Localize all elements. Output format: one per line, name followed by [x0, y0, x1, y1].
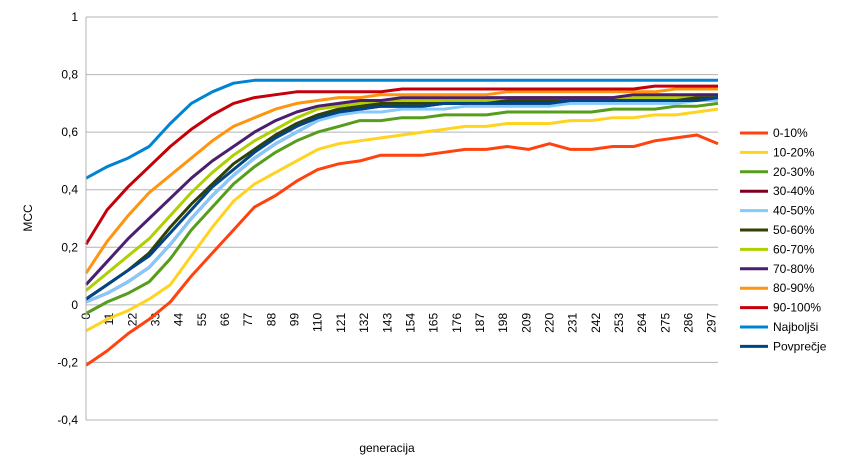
y-tick-label: -0,4 [57, 413, 78, 427]
x-tick-label: 209 [519, 313, 533, 333]
x-tick-label: 44 [172, 313, 186, 327]
y-tick-label: 0,4 [61, 183, 78, 197]
legend-label: Povprečje [773, 339, 827, 353]
x-tick-label: 55 [195, 313, 209, 327]
legend-label: Najboljši [773, 320, 818, 334]
plot-area [86, 17, 718, 420]
legend-label: 30-40% [773, 184, 815, 198]
series-line [85, 96, 719, 301]
x-tick-label: 99 [288, 313, 302, 327]
x-tick-label: 231 [566, 313, 580, 333]
x-tick-label: 198 [496, 313, 510, 333]
y-tick-label: 1 [71, 10, 78, 24]
x-tick-label: 143 [380, 313, 394, 333]
y-axis-title: MCC [21, 204, 35, 232]
x-tick-label: 66 [218, 313, 232, 327]
x-tick-label: 220 [542, 313, 556, 333]
x-tick-label: 253 [612, 313, 626, 333]
series-lines [84, 78, 719, 367]
series-line [84, 87, 718, 275]
x-tick-label: 297 [705, 313, 719, 333]
x-tick-label: 242 [589, 313, 603, 333]
legend: 0-10% 10-20% 20-30% 30-40% 40-50% 50-60% 60-70… [740, 126, 827, 353]
series-line [85, 78, 718, 180]
legend-label: 40-50% [773, 204, 815, 218]
legend-label: 50-60% [773, 223, 815, 237]
legend-label: 10-20% [773, 145, 815, 159]
x-tick-label: 176 [450, 313, 464, 333]
y-tick-label: 0,6 [61, 125, 78, 139]
y-tick-label: -0,2 [57, 355, 78, 369]
x-tick-label: 286 [682, 313, 696, 333]
series-line [85, 107, 719, 333]
y-tick-labels: -0,4 -0,2 0 0,2 0,4 0,6 0,8 1 [57, 10, 78, 427]
x-tick-label: 88 [264, 313, 278, 327]
series-line [85, 99, 718, 304]
series-line [84, 93, 718, 286]
legend-label: 80-90% [773, 281, 815, 295]
series-line [84, 84, 718, 246]
series-line [85, 133, 719, 367]
x-tick-label: 165 [427, 313, 441, 333]
legend-label: 60-70% [773, 242, 815, 256]
x-tick-label: 132 [357, 313, 371, 333]
x-tick-label: 22 [125, 313, 139, 327]
x-tick-label: 264 [635, 313, 649, 333]
x-tick-label: 275 [658, 313, 672, 333]
legend-label: 20-30% [773, 165, 815, 179]
x-axis-title: generacija [359, 441, 415, 455]
x-tick-label: 187 [473, 313, 487, 333]
legend-label: 0-10% [773, 126, 808, 140]
y-tick-label: 0,8 [61, 68, 78, 82]
y-tick-label: 0,2 [61, 240, 78, 254]
x-tick-label: 110 [311, 313, 325, 332]
x-tick-labels: 0112233445566778899110121132143154165176… [79, 313, 719, 333]
legend-label: 90-100% [773, 301, 821, 315]
x-tick-label: 154 [403, 313, 417, 333]
series-line [85, 101, 719, 315]
x-tick-label: 121 [334, 313, 348, 333]
y-tick-label: 0 [71, 298, 78, 312]
legend-label: 70-80% [773, 262, 815, 276]
x-tick-label: 77 [241, 313, 255, 327]
gridlines [86, 16, 718, 421]
